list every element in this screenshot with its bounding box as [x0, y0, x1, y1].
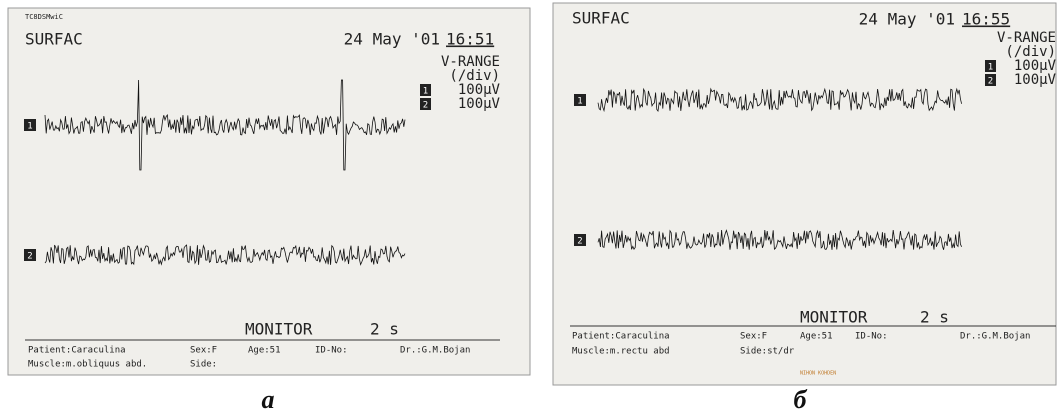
- mode: MONITOR: [800, 308, 868, 327]
- timebase: 2 s: [370, 320, 399, 339]
- mode: MONITOR: [245, 320, 313, 339]
- range-value: 100μV: [1014, 72, 1057, 88]
- channel-badge-label: 2: [988, 77, 993, 87]
- panel-paper: [553, 3, 1056, 385]
- channel-badge-label: 2: [423, 101, 428, 111]
- channel-marker-label: 2: [27, 252, 32, 262]
- footer-field: Age:51: [800, 332, 833, 342]
- footer-field: Dr.:G.M.Bojan: [400, 346, 470, 356]
- footer-field: Muscle:m.obliquus abd.: [28, 360, 147, 370]
- range-value: 100μV: [458, 96, 501, 112]
- footer-field: Side:: [190, 360, 217, 370]
- maker: NIHON KOHDEN: [800, 371, 836, 377]
- channel-badge-label: 1: [988, 63, 993, 73]
- timebase: 2 s: [920, 308, 949, 327]
- time: 16:51: [446, 30, 494, 49]
- program-name: SURFAC: [25, 30, 83, 49]
- footer-field: Patient:Caraculina: [572, 332, 670, 342]
- footer-field: Muscle:m.rectu abd: [572, 347, 670, 357]
- footer-field: Dr.:G.M.Bojan: [960, 332, 1030, 342]
- program-name: SURFAC: [572, 9, 630, 28]
- time: 16:55: [962, 10, 1010, 29]
- footer-field: Sex:F: [190, 346, 217, 356]
- channel-marker-label: 1: [27, 122, 32, 132]
- channel-marker-label: 2: [577, 237, 582, 247]
- footer-field: ID-No:: [855, 332, 888, 342]
- footer-field: ID-No:: [315, 346, 348, 356]
- date: 24 May '01: [344, 30, 440, 49]
- channel-marker-label: 1: [577, 97, 582, 107]
- channel-badge-label: 1: [423, 87, 428, 97]
- device-code: TC8DSMwiC: [25, 13, 63, 21]
- footer-field: Age:51: [248, 346, 281, 356]
- footer-field: Side:st/dr: [740, 347, 795, 357]
- figure: TC8DSMwiCSURFAC24 May '0116:51V-RANGE(/d…: [0, 0, 1059, 415]
- footer-field: Patient:Caraculina: [28, 346, 126, 356]
- panel-caption: б: [794, 385, 808, 414]
- footer-field: Sex:F: [740, 332, 767, 342]
- date: 24 May '01: [859, 10, 955, 29]
- panel-caption: a: [262, 385, 275, 414]
